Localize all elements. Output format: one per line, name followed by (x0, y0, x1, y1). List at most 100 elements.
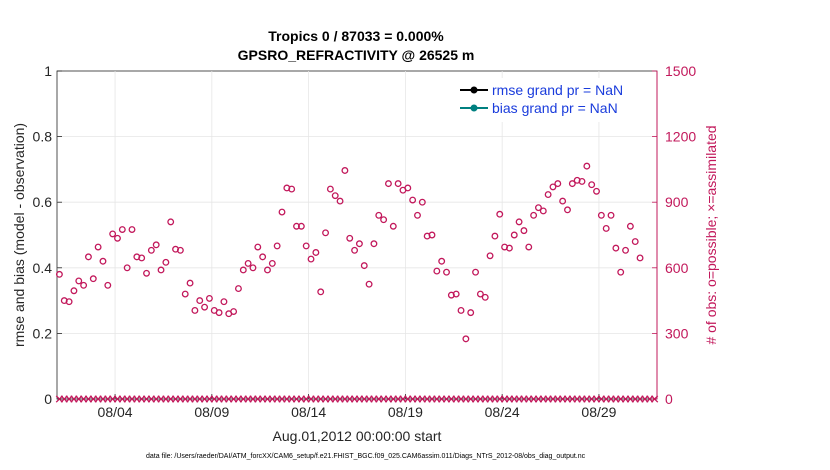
possible-marker (525, 243, 533, 251)
possible-marker (394, 180, 402, 188)
left-tick-label: 1 (44, 63, 52, 79)
possible-marker (94, 243, 102, 251)
assimilated-marker-stroke-b (650, 395, 659, 403)
legend-marker-rmse (470, 86, 478, 94)
y-axis-label-left: rmse and bias (model - observation) (11, 123, 27, 347)
possible-marker (472, 268, 479, 276)
legend-label-bias: bias grand pr = NaN (492, 100, 618, 116)
x-tick-label: 08/19 (388, 404, 423, 420)
possible-marker (457, 306, 465, 314)
possible-marker (622, 246, 629, 254)
possible-marker (481, 293, 489, 301)
possible-marker (564, 206, 571, 214)
possible-marker (259, 253, 267, 261)
possible-marker (205, 294, 213, 302)
possible-marker (297, 222, 305, 230)
right-tick-label: 0 (665, 391, 673, 407)
possible-marker (612, 244, 620, 252)
possible-marker (380, 216, 388, 224)
possible-marker (568, 180, 576, 188)
possible-marker (578, 177, 586, 185)
possible-marker (278, 208, 286, 216)
possible-marker (476, 290, 484, 298)
possible-marker (89, 275, 97, 283)
y-axis-label-right: # of obs: o=possible; ×=assimilated (703, 125, 719, 344)
x-tick-label: 08/24 (485, 404, 520, 420)
possible-marker (428, 231, 436, 239)
possible-marker (351, 246, 359, 254)
possible-marker (617, 268, 625, 276)
left-axis: 0 0.2 0.4 0.6 0.8 1 (33, 63, 62, 407)
possible-marker (438, 257, 446, 265)
possible-marker (273, 242, 281, 250)
possible-marker (341, 167, 349, 174)
possible-marker (385, 180, 392, 188)
possible-marker (365, 280, 373, 288)
possible-marker (414, 211, 421, 219)
possible-marker (123, 264, 131, 272)
possible-marker (418, 198, 426, 206)
legend-box (447, 78, 650, 122)
possible-marker (389, 222, 397, 230)
possible-marker (544, 191, 552, 198)
plot-area (56, 70, 658, 400)
left-tick-label: 0 (44, 391, 52, 407)
possible-marker (433, 267, 441, 275)
possible-marker (375, 211, 383, 219)
possible-marker (360, 262, 368, 270)
possible-marker (128, 226, 136, 233)
possible-marker (539, 207, 547, 215)
possible-marker (239, 266, 247, 274)
possible-marker (331, 192, 339, 200)
possible-marker (302, 242, 310, 250)
possible-marker (452, 290, 460, 298)
possible-marker (162, 258, 170, 266)
left-tick-label: 0.4 (33, 260, 53, 276)
possible-marker (491, 232, 499, 240)
possible-marker (70, 287, 78, 295)
possible-marker (326, 185, 334, 193)
possible-marker (186, 279, 194, 287)
possible-marker (583, 162, 591, 170)
possible-marker (268, 259, 276, 267)
possible-series (55, 162, 644, 343)
possible-marker (143, 269, 150, 277)
possible-marker (312, 249, 320, 256)
x-axis: 08/04 08/09 08/14 08/19 08/24 08/29 (98, 394, 617, 420)
possible-marker (99, 257, 107, 265)
possible-marker (109, 230, 117, 238)
right-tick-label: 1200 (665, 129, 696, 145)
possible-marker (593, 187, 600, 195)
x-tick-label: 08/09 (194, 404, 229, 420)
footer-data-file: data file: /Users/raeder/DAI/ATM_forcXX/… (146, 453, 586, 460)
possible-marker (554, 180, 562, 188)
possible-marker (157, 266, 165, 274)
right-tick-label: 300 (665, 325, 689, 341)
possible-marker (505, 244, 513, 252)
assimilated-marker (650, 395, 659, 403)
possible-marker (55, 270, 63, 278)
possible-marker (520, 227, 528, 235)
possible-marker (307, 255, 315, 263)
possible-marker (597, 211, 605, 219)
right-tick-label: 900 (665, 194, 689, 210)
possible-marker (235, 285, 242, 293)
possible-marker (626, 222, 634, 230)
possible-marker (293, 222, 300, 230)
assimilated-series (55, 395, 659, 403)
possible-marker (167, 218, 175, 226)
possible-marker (404, 184, 412, 192)
right-tick-label: 600 (665, 260, 689, 276)
chart-title-line2: GPSRO_REFRACTIVITY @ 26525 m (238, 47, 475, 63)
possible-marker (181, 290, 189, 298)
possible-marker (220, 298, 228, 306)
possible-marker (631, 238, 639, 246)
possible-marker (510, 231, 518, 239)
left-tick-label: 0.6 (33, 194, 53, 210)
possible-marker (467, 309, 475, 317)
possible-marker (230, 308, 238, 315)
possible-marker (147, 246, 155, 254)
possible-marker (176, 246, 184, 254)
possible-marker (317, 288, 325, 296)
possible-marker (607, 211, 615, 219)
